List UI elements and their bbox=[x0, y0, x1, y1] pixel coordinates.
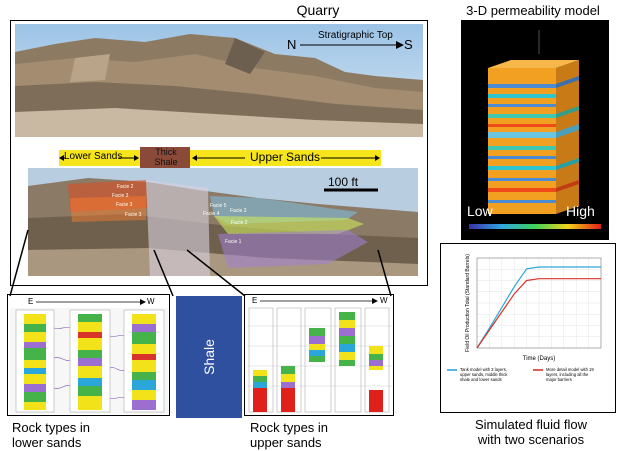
lower-logs-e-label: E bbox=[28, 297, 34, 306]
facie-label: Facie 3 bbox=[112, 193, 129, 199]
quarry-frame bbox=[10, 20, 428, 286]
upper-log-track-2 bbox=[276, 307, 302, 413]
lower-logs-panel bbox=[10, 308, 168, 414]
facie-label: Facie 2 bbox=[231, 220, 248, 226]
upper-log-track-3 bbox=[304, 307, 332, 413]
thick-shale-bar bbox=[140, 147, 190, 169]
lower-logs-arrow-icon bbox=[36, 299, 146, 305]
compass-n-label: N bbox=[287, 37, 297, 52]
facies-green-overlay bbox=[214, 216, 364, 234]
lower-logs-caption: Rock types in lower sands bbox=[12, 420, 91, 450]
flow-y-axis-label: Field Oil Production Total (Standard Bar… bbox=[465, 254, 471, 352]
upper-log-track-5 bbox=[364, 307, 390, 413]
facie-label: Facie 4 bbox=[203, 211, 220, 217]
legend-label: Tank model with 3 layers, upper sands, mi… bbox=[460, 367, 508, 382]
shale-label: Shale bbox=[201, 339, 217, 375]
shale-label-wrap: Shale bbox=[176, 296, 242, 418]
facies-orange-overlay bbox=[70, 196, 146, 222]
compass-s-label: S bbox=[404, 37, 413, 52]
facie-label: Facie 3 bbox=[125, 212, 142, 218]
facies-red-overlay bbox=[68, 180, 148, 212]
upper-log-track-1 bbox=[248, 307, 274, 413]
perm-block bbox=[488, 60, 579, 214]
lower-log-track-2 bbox=[69, 309, 111, 413]
facie-label: Facie 3 bbox=[230, 208, 247, 214]
facies-purple-overlay bbox=[218, 230, 368, 268]
perm-model-view bbox=[461, 20, 609, 240]
upper-logs-caption: Rock types in upper sands bbox=[250, 420, 329, 450]
upper-logs-arrow-icon bbox=[260, 298, 378, 304]
quarry-title: Quarry bbox=[296, 2, 340, 18]
legend-label: More detail model with 19 layers, includi… bbox=[546, 367, 594, 382]
compass-arrow-icon bbox=[300, 41, 404, 49]
lower-log-track-3 bbox=[123, 309, 165, 413]
strat-top-label: Stratigraphic Top bbox=[318, 30, 393, 41]
flow-legend: Tank model with 3 layers, upper sands, mi… bbox=[447, 367, 594, 382]
upper-logs-panel bbox=[247, 306, 392, 414]
facie-label: Facie 2 bbox=[117, 184, 134, 190]
flow-chart-frame bbox=[440, 243, 616, 413]
lower-sands-label: Lower Sands bbox=[64, 151, 123, 162]
flow-plot-border bbox=[476, 257, 602, 349]
series-line-detail-model bbox=[476, 278, 601, 349]
facie-label: Facie 5 bbox=[210, 203, 227, 209]
lower-logs-frame bbox=[7, 294, 170, 416]
facies-bar-arrows bbox=[59, 155, 380, 161]
shale-overlay bbox=[146, 180, 210, 276]
lower-sands-bar bbox=[59, 150, 140, 166]
upper-log-track-4 bbox=[334, 307, 362, 413]
thick-shale-label: Thick Shale bbox=[154, 147, 178, 167]
flow-x-axis-label: Time (Days) bbox=[523, 356, 555, 362]
perm-color-bar bbox=[469, 224, 601, 229]
upper-logs-e-label: E bbox=[252, 296, 258, 305]
lower-log-track-1 bbox=[15, 309, 55, 413]
upper-logs-frame bbox=[244, 294, 394, 416]
flow-series-group bbox=[476, 266, 601, 349]
perm-low-label: Low bbox=[467, 203, 493, 219]
upper-sands-label: Upper Sands bbox=[250, 150, 321, 164]
perm-title: 3-D permeability model bbox=[466, 3, 600, 18]
upper-sands-bar bbox=[190, 150, 381, 166]
quarry-photo-top bbox=[15, 24, 423, 137]
facies-bar bbox=[59, 147, 381, 169]
quarry-photo-bottom bbox=[28, 168, 418, 276]
shale-box bbox=[176, 296, 242, 418]
lower-logs-w-label: W bbox=[147, 297, 155, 306]
perm-high-label: High bbox=[566, 203, 595, 219]
series-line-tank-model bbox=[476, 266, 601, 349]
scale-label: 100 ft bbox=[328, 175, 359, 189]
upper-logs-w-label: W bbox=[380, 296, 388, 305]
facie-label: Facie 1 bbox=[225, 239, 242, 245]
flow-caption: Simulated fluid flow with two scenarios bbox=[475, 417, 587, 447]
facie-label: Facie 3 bbox=[116, 202, 133, 208]
flow-chart-grid bbox=[477, 258, 601, 348]
flow-chart: Field Oil Production Total (Standard Bar… bbox=[447, 254, 602, 382]
